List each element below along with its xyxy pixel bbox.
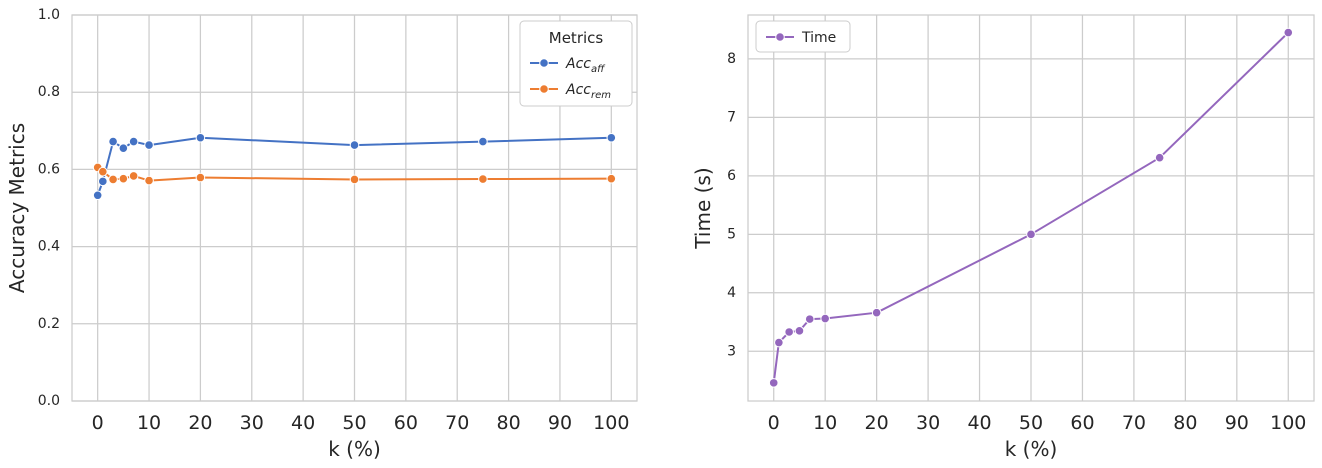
legend-title: Metrics xyxy=(549,29,604,47)
legend-entry-acc-aff: Accaff xyxy=(565,56,606,75)
x-tick-label: 0 xyxy=(92,412,104,434)
legend-label-main: Acc xyxy=(565,82,591,98)
data-point xyxy=(195,132,206,143)
data-point xyxy=(1026,229,1036,240)
series-line-acc-aff xyxy=(96,136,612,196)
x-tick-label: 20 xyxy=(865,412,889,434)
x-tick-label: 30 xyxy=(240,412,264,434)
legend-marker xyxy=(775,32,785,42)
data-point xyxy=(1283,27,1294,38)
y-axis-label: Accuracy Metrics xyxy=(5,123,29,293)
data-point xyxy=(128,136,139,147)
data-point xyxy=(606,132,617,143)
x-tick-label: 80 xyxy=(1173,412,1197,434)
data-point xyxy=(349,174,360,185)
x-tick-label: 20 xyxy=(188,412,212,434)
x-tick-label: 30 xyxy=(916,412,940,434)
legend-label-main: Acc xyxy=(565,56,591,72)
x-tick-label: 100 xyxy=(1270,412,1306,434)
data-point xyxy=(774,337,784,348)
legend-entry-acc-rem: Accrem xyxy=(565,82,611,101)
y-tick-label: 0.4 xyxy=(38,239,60,255)
legend-label-sub: aff xyxy=(591,64,606,75)
y-tick-label: 0.0 xyxy=(38,393,60,409)
data-point xyxy=(871,307,882,318)
x-tick-label: 50 xyxy=(342,412,366,434)
x-tick-label: 90 xyxy=(1225,412,1249,434)
x-tick-label: 60 xyxy=(394,412,418,434)
y-axis-label: Time (s) xyxy=(691,167,715,249)
data-point xyxy=(144,140,154,150)
data-point xyxy=(606,173,617,184)
data-point xyxy=(128,171,139,181)
x-tick-label: 10 xyxy=(813,412,837,434)
y-tick-label: 5 xyxy=(727,226,736,242)
x-tick-label: 90 xyxy=(548,412,572,434)
data-point xyxy=(98,176,108,187)
y-tick-label: 8 xyxy=(727,51,736,67)
data-point xyxy=(118,173,129,184)
data-point xyxy=(195,172,206,183)
y-tick-label: 0.6 xyxy=(38,161,60,177)
data-point xyxy=(108,174,118,185)
x-tick-label: 50 xyxy=(1019,412,1043,434)
y-tick-label: 4 xyxy=(727,285,736,301)
x-tick-label: 70 xyxy=(445,412,469,434)
data-point xyxy=(794,326,805,336)
y-tick-label: 7 xyxy=(727,109,736,125)
chart-panel-2: 0 10 20 30 40 50 60 70 80 90 100 3 4 5 6 7 8 k (%) Time (s… xyxy=(691,14,1315,461)
series-line-acc-rem xyxy=(97,166,612,182)
data-point xyxy=(108,136,118,147)
data-point xyxy=(118,143,129,153)
legend-marker xyxy=(539,84,549,94)
x-tick-label: 100 xyxy=(593,412,629,434)
chart-panel-1: 0 10 20 30 40 50 60 70 80 90 100 0.0 0.2 0.4 0.6 0.8 1.0… xyxy=(5,7,638,461)
legend-box xyxy=(519,20,633,107)
y-tick-label: 1.0 xyxy=(38,7,60,23)
x-tick-label: 60 xyxy=(1070,412,1094,434)
data-point xyxy=(98,166,108,177)
x-axis-label: k (%) xyxy=(328,437,381,461)
data-point xyxy=(804,314,815,324)
y-tick-label: 6 xyxy=(727,168,736,184)
x-tick-label: 40 xyxy=(967,412,991,434)
data-point xyxy=(478,136,488,147)
y-tick-label: 3 xyxy=(727,343,736,359)
data-point xyxy=(144,175,154,186)
data-point xyxy=(1154,152,1165,163)
legend-label-main: Time xyxy=(801,30,836,46)
x-tick-label: 10 xyxy=(137,412,161,434)
x-tick-label: 40 xyxy=(291,412,315,434)
legend-entry-time: Time xyxy=(801,30,836,46)
y-tick-label: 0.8 xyxy=(38,84,60,100)
x-tick-label: 80 xyxy=(496,412,520,434)
data-point xyxy=(784,327,794,337)
data-point xyxy=(820,313,830,324)
data-point xyxy=(478,174,488,184)
data-point xyxy=(768,378,779,388)
y-tick-label: 0.2 xyxy=(38,316,60,332)
x-axis-label: k (%) xyxy=(1005,437,1058,461)
x-tick-label: 0 xyxy=(768,412,780,434)
legend-marker xyxy=(539,58,549,68)
data-point xyxy=(92,190,103,201)
legend-box xyxy=(755,20,851,53)
legend-label-sub: rem xyxy=(591,90,611,101)
data-point xyxy=(349,140,360,150)
legend: Time xyxy=(755,20,851,53)
x-tick-label: 70 xyxy=(1122,412,1146,434)
series-line-time xyxy=(772,31,1289,383)
